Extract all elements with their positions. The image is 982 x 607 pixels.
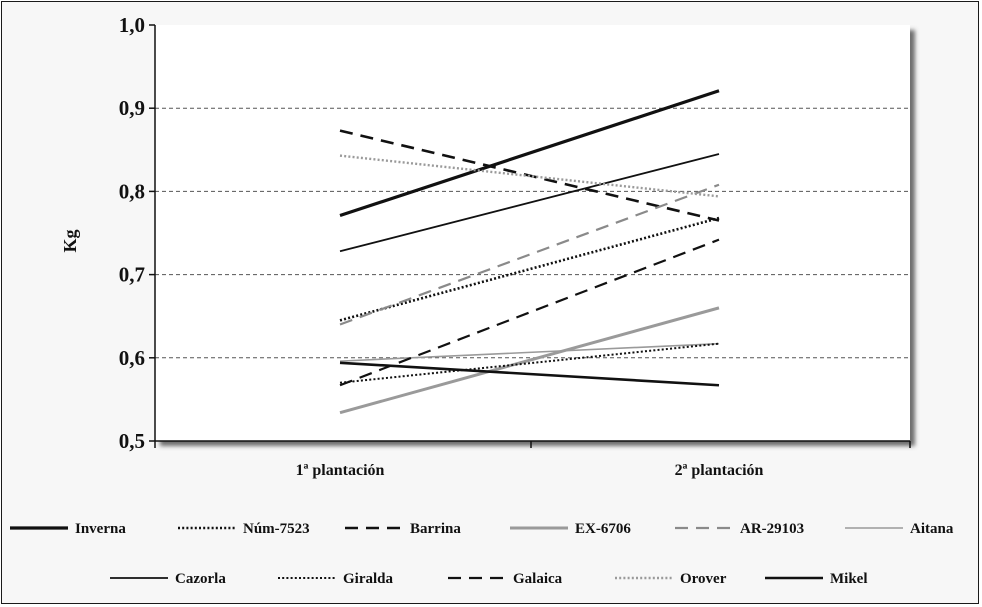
legend-label-aitana: Aitana <box>910 521 954 537</box>
series-line-cazorla <box>339 153 720 253</box>
series-line-inverna <box>339 89 720 218</box>
series-line-ar-29103 <box>339 183 720 326</box>
y-tick-label: 0,8 <box>119 179 145 203</box>
y-tick-label: 0,6 <box>119 346 145 370</box>
y-axis-label: Kg <box>60 229 80 252</box>
y-tick-label: 1,0 <box>119 13 145 37</box>
plot-area <box>155 25 910 441</box>
series-line-giralda <box>339 342 720 384</box>
legend-label-ar-29103: AR-29103 <box>740 521 804 537</box>
legend-label-giralda: Giralda <box>343 571 394 587</box>
y-tick-label: 0,7 <box>119 263 145 287</box>
legend-label-orover: Orover <box>680 571 727 587</box>
x-tick-label: 1ª plantación <box>296 462 385 479</box>
x-tick-label: 2ª plantación <box>675 462 764 479</box>
y-tick-label: 0,5 <box>119 429 145 453</box>
legend-label-barrina: Barrina <box>410 521 461 537</box>
series-line-aitana <box>339 342 720 362</box>
legend-label-n-m-7523: Núm-7523 <box>243 521 310 537</box>
legend-label-inverna: Inverna <box>75 521 126 537</box>
legend-label-mikel: Mikel <box>830 571 868 587</box>
series-line-galaica <box>339 238 720 387</box>
legend-label-galaica: Galaica <box>513 571 563 587</box>
series-line-mikel <box>339 361 720 387</box>
series-line-ex-6706 <box>339 306 720 415</box>
series-line-orover <box>339 154 720 198</box>
legend-label-ex-6706: EX-6706 <box>575 521 631 537</box>
legend-label-cazorla: Cazorla <box>175 571 226 587</box>
y-tick-label: 0,9 <box>119 96 145 120</box>
